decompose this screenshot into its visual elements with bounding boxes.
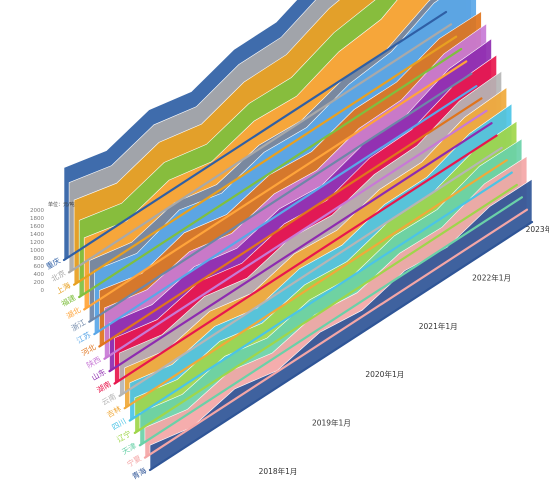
date-labels: 2018年1月 2019年1月 2020年1月 2021年1月 2022年1月 2023年… (259, 224, 549, 476)
y-tick-3: 1600 (30, 224, 44, 230)
date-label-3: 2020年1月 (365, 369, 404, 379)
series-ribbon-2 (144, 155, 528, 459)
series-baseline-3 (138, 196, 523, 447)
series-baseline-16 (73, 35, 458, 286)
series-baseline-13 (88, 72, 473, 323)
series-baseline-11 (98, 97, 483, 348)
series-baseline-8 (113, 134, 498, 385)
y-tick-6: 1000 (30, 248, 44, 254)
series-baseline-10 (103, 109, 488, 360)
y-tick-5: 1200 (30, 240, 44, 246)
category-label-10: 山东 (90, 366, 108, 382)
category-label-9: 陕西 (85, 354, 103, 370)
legend-text: 单位：元/吨 (48, 201, 75, 208)
series-baseline-5 (128, 171, 513, 422)
date-label-5: 2022年1月 (472, 272, 511, 282)
date-label-4: 2021年1月 (419, 321, 458, 331)
y-tick-10: 200 (34, 280, 45, 286)
series-baseline-7 (118, 146, 503, 397)
y-tick-11: 0 (41, 288, 45, 294)
series-baselines (62, 10, 534, 472)
series-baseline-14 (83, 60, 468, 311)
category-label-1: 重庆 (44, 255, 62, 271)
series-baseline-4 (133, 183, 518, 435)
y-tick-8: 600 (34, 264, 45, 270)
category-label-6: 浙江 (69, 317, 87, 333)
series-baseline-15 (78, 47, 463, 299)
series-baseline-17 (67, 23, 453, 274)
y-tick-4: 1400 (30, 232, 44, 238)
y-tick-1: 2000 (30, 208, 44, 214)
series-baseline-12 (93, 85, 478, 336)
category-label-12: 云南 (100, 391, 118, 407)
category-label-18: 青海 (130, 465, 148, 481)
series-ribbons (63, 0, 533, 471)
series-baseline-9 (108, 122, 493, 373)
category-label-11: 湖南 (95, 378, 113, 394)
y-tick-2: 1800 (30, 216, 44, 222)
y-tick-9: 400 (34, 272, 45, 278)
date-label-2: 2019年1月 (312, 418, 351, 428)
series-baseline-1 (148, 220, 534, 472)
date-label-1: 2018年1月 (259, 466, 298, 476)
y-tick-7: 800 (34, 256, 45, 262)
series-baseline-6 (123, 159, 508, 410)
series-baseline-2 (143, 208, 529, 459)
date-label-6: 2023年1月 (526, 224, 549, 234)
series-baseline-18 (62, 10, 448, 262)
category-label-15: 辽宁 (115, 428, 133, 444)
